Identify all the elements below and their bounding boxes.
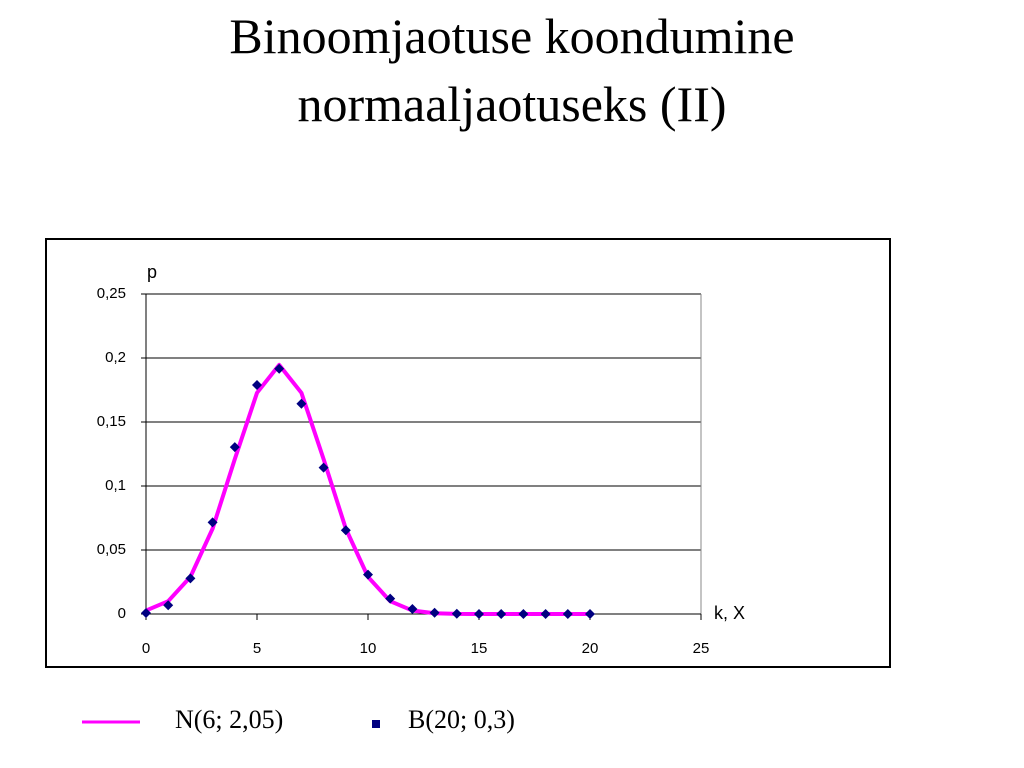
y-tick-label: 0,15 (97, 413, 126, 430)
data-point (562, 609, 573, 619)
data-point (274, 363, 285, 374)
data-point (185, 573, 196, 584)
data-point (451, 608, 462, 619)
data-point (585, 609, 595, 619)
x-tick-label: 15 (471, 640, 488, 657)
x-tick-label: 0 (142, 640, 150, 657)
data-point (429, 607, 440, 618)
x-tick-label: 5 (253, 640, 261, 657)
data-point (496, 609, 507, 619)
y-axis-label: p (147, 262, 157, 282)
data-point (363, 569, 373, 580)
data-point (163, 600, 174, 611)
data-point (296, 398, 307, 409)
x-tick-label: 10 (360, 640, 377, 657)
x-tick-label: 25 (693, 640, 710, 657)
x-axis-label: k, X (714, 603, 745, 623)
data-point (474, 609, 484, 619)
y-tick-label: 0,1 (105, 477, 126, 494)
data-point (318, 462, 329, 473)
slide-title: Binoomjaotuse koondumine normaaljaotusek… (229, 8, 795, 132)
data-point (141, 607, 151, 618)
y-tick-label: 0 (118, 605, 126, 622)
legend-label: N(6; 2,05) (175, 705, 283, 734)
legend-label: B(20; 0,3) (408, 705, 515, 734)
data-point (385, 593, 396, 604)
data-point (229, 442, 240, 453)
data-point (207, 517, 218, 528)
data-point (340, 525, 351, 536)
data-point (252, 380, 262, 391)
chart-frame (45, 238, 891, 668)
data-point (540, 609, 551, 619)
y-tick-label: 0,2 (105, 349, 126, 366)
legend-swatch (372, 720, 380, 728)
y-tick-label: 0,25 (97, 285, 126, 302)
data-point (407, 604, 418, 615)
y-tick-label: 0,05 (97, 541, 126, 558)
data-point (518, 609, 529, 619)
x-tick-label: 20 (582, 640, 599, 657)
